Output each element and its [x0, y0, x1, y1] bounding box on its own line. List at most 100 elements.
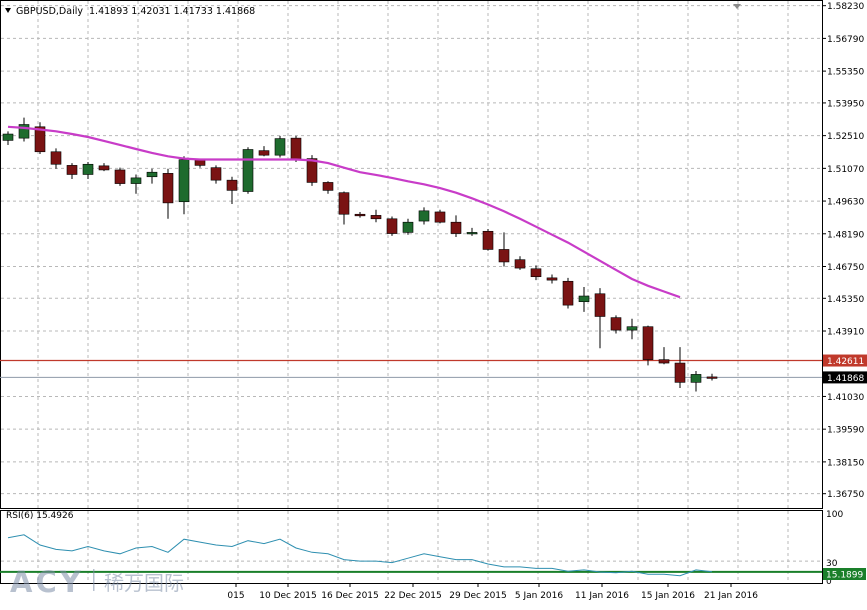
rsi-axis-0: 0	[826, 577, 832, 587]
time-tick-label: 11 Jan 2016	[575, 591, 629, 601]
candle	[34, 122, 46, 155]
candle	[626, 318, 638, 340]
candle	[354, 211, 366, 218]
price-tick-label: 1.46750	[827, 263, 864, 273]
rsi-label: RSI(6) 15.4926	[6, 511, 74, 521]
candle-body-bull	[626, 326, 638, 331]
candle	[242, 147, 254, 194]
candle-body-bull	[130, 177, 142, 184]
candle	[466, 227, 478, 236]
candle	[162, 168, 174, 219]
candle	[210, 165, 222, 184]
candle-body-bull	[466, 232, 478, 235]
candle	[50, 148, 62, 169]
candle-body-bull	[82, 163, 94, 175]
candle-body-bear	[434, 211, 446, 223]
moving-average-line	[7, 125, 681, 299]
candle-body-bear	[162, 173, 174, 204]
candle	[178, 156, 190, 215]
candle	[98, 163, 110, 172]
symbol-label: GBPUSD,Daily	[16, 6, 83, 17]
candle-body-bear	[338, 192, 350, 215]
candle-body-bear	[562, 280, 574, 306]
candle-body-bear	[114, 169, 126, 184]
candle-body-bear	[322, 182, 334, 191]
candle-body-bear	[98, 165, 110, 171]
rsi-line	[7, 534, 713, 577]
time-tick-label: 015	[227, 591, 244, 601]
rsi-axis-30: 30	[826, 559, 838, 569]
time-tick-label: 16 Dec 2015	[321, 591, 379, 601]
main-plot-frame	[0, 0, 823, 509]
price-tick-label: 1.51070	[827, 165, 864, 175]
candle-body-bear	[594, 293, 606, 317]
candle	[658, 347, 670, 365]
candle-body-bear	[66, 165, 78, 175]
candle-body-bull	[18, 124, 30, 139]
candle	[482, 229, 494, 251]
candle	[642, 325, 654, 366]
watermark-brand: ACY	[10, 565, 84, 599]
candle	[2, 131, 14, 145]
candle	[130, 174, 142, 194]
candle	[114, 167, 126, 186]
candle	[274, 135, 286, 158]
main-grid	[1, 1, 822, 508]
candle-body-bear	[546, 277, 558, 281]
candle-body-bear	[370, 215, 382, 220]
candle-body-bear	[514, 259, 526, 269]
price-tick-label: 1.36750	[827, 490, 864, 500]
candle	[434, 209, 446, 224]
time-tick-label: 5 Jan 2016	[515, 591, 563, 601]
candle	[674, 347, 686, 389]
candle-body-bull	[402, 221, 414, 233]
price-tick-label: 1.43910	[827, 328, 864, 338]
time-tick-label: 10 Dec 2015	[259, 591, 317, 601]
candle-body-bear	[354, 213, 366, 217]
price-tick-label: 1.58230	[827, 2, 864, 12]
candle-body-bull	[146, 171, 158, 178]
candle-body-bear	[498, 249, 510, 263]
price-tick-label: 1.49630	[827, 198, 864, 208]
triangle-down-icon[interactable]	[5, 8, 11, 13]
ohlc-values: 1.41893 1.42031 1.41733 1.41868	[89, 6, 255, 17]
candle-body-bear	[226, 179, 238, 191]
scroll-marker-icon[interactable]	[733, 4, 741, 9]
candle	[370, 209, 382, 223]
candle-body-bear	[258, 150, 270, 156]
price-tick-label: 1.42611	[827, 357, 864, 367]
candle	[690, 371, 702, 392]
candle-body-bear	[290, 137, 302, 161]
candle	[546, 274, 558, 284]
price-tick-label: 1.39590	[827, 426, 864, 436]
time-tick-label: 22 Dec 2015	[384, 591, 442, 601]
candle-body-bear	[210, 167, 222, 181]
rsi-value-box: 15.1899	[823, 568, 866, 581]
rsi-value-label: 15.1899	[826, 571, 863, 581]
resistance-price-box	[823, 354, 867, 367]
candle	[594, 288, 606, 349]
watermark-chinese: 稀万国际	[104, 571, 184, 595]
acy-watermark: ACY 稀万国际	[10, 565, 184, 599]
price-tick-label: 1.53950	[827, 99, 864, 109]
candle-body-bear	[450, 221, 462, 234]
candle-body-bear	[34, 126, 46, 153]
time-tick-label: 21 Jan 2016	[704, 591, 758, 601]
candle	[258, 146, 270, 157]
candle-body-bear	[674, 362, 686, 383]
candle	[578, 286, 590, 312]
candle-body-bear	[50, 151, 62, 165]
candle	[498, 232, 510, 267]
candle	[530, 265, 542, 281]
candle-body-bull	[178, 159, 190, 203]
price-tick-label: 1.38150	[827, 458, 864, 468]
candle-body-bull	[274, 138, 286, 156]
candle	[18, 117, 30, 142]
candle	[146, 168, 158, 184]
candle	[290, 135, 302, 162]
candle-body-bear	[530, 268, 542, 278]
candle-body-bear	[306, 158, 318, 183]
